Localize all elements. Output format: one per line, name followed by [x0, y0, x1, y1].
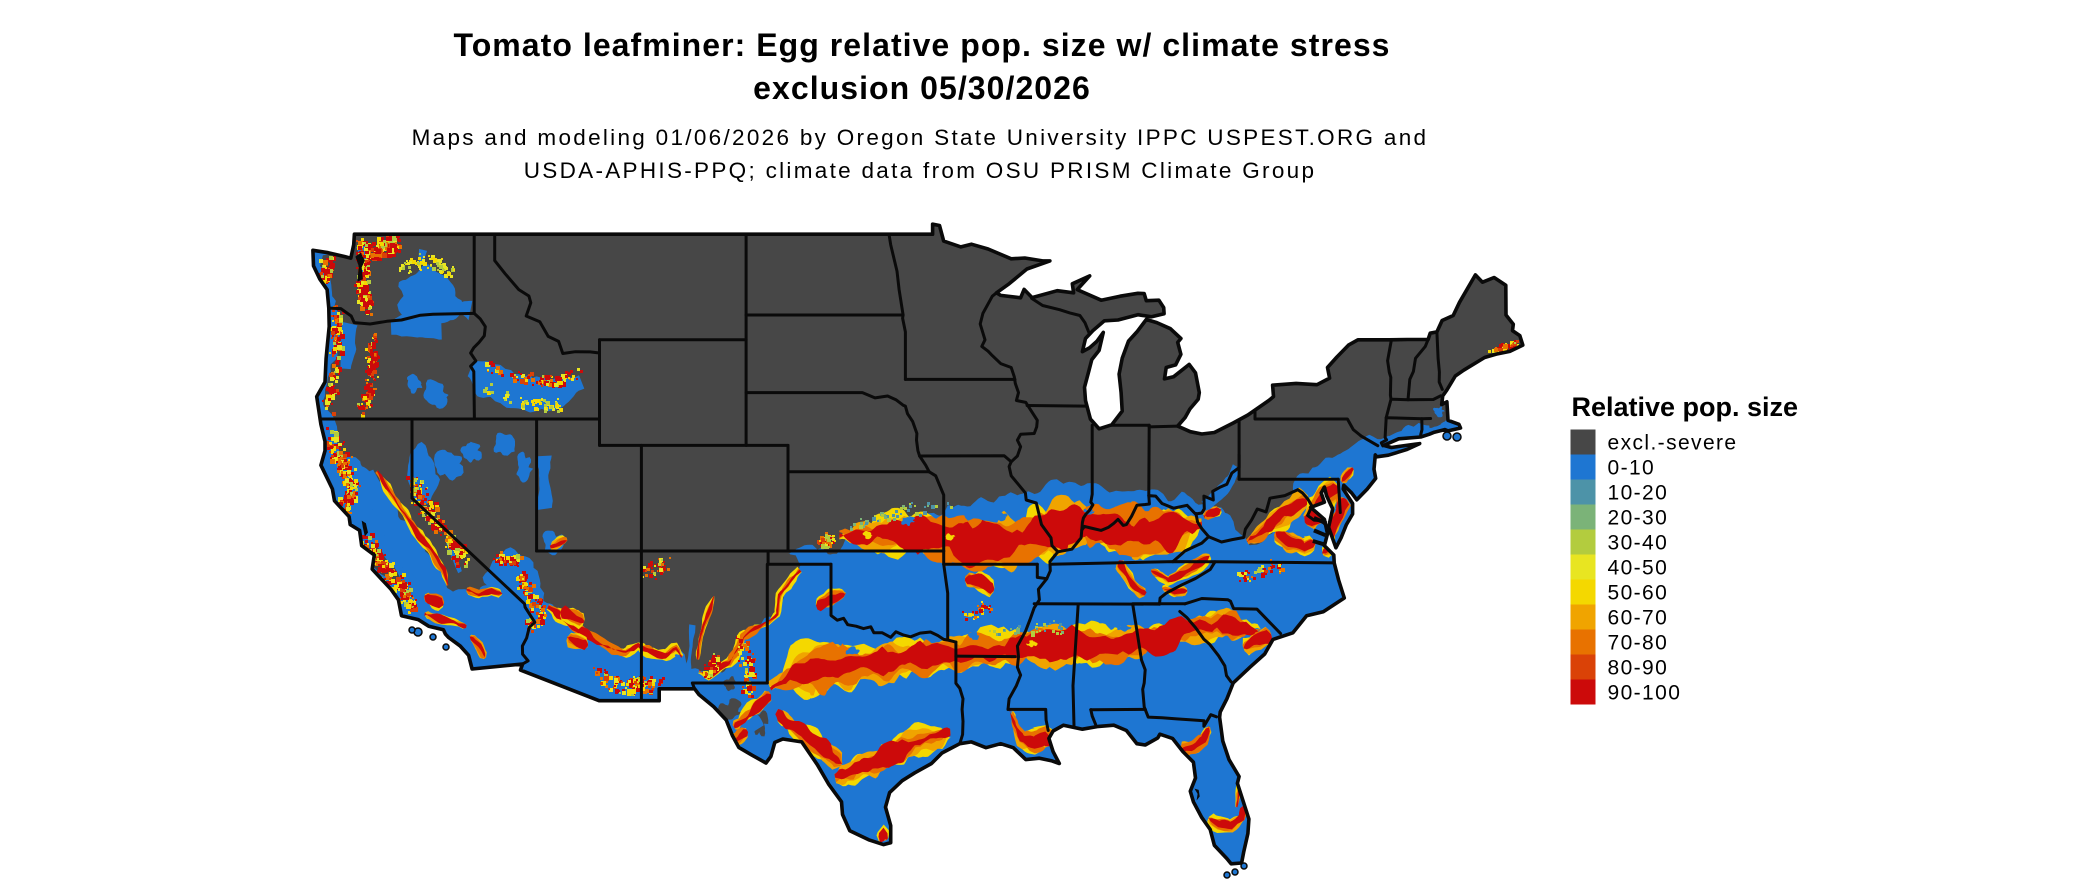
svg-text:10-20: 10-20 [1608, 482, 1669, 505]
svg-text:70-80: 70-80 [1608, 632, 1669, 655]
svg-text:Tomato leafminer: Egg relative: Tomato leafminer: Egg relative pop. size… [453, 27, 1390, 63]
svg-text:80-90: 80-90 [1608, 657, 1669, 680]
svg-text:30-40: 30-40 [1608, 532, 1669, 555]
svg-text:excl.-severe: excl.-severe [1608, 432, 1738, 455]
svg-text:60-70: 60-70 [1608, 607, 1669, 630]
svg-text:40-50: 40-50 [1608, 557, 1669, 580]
svg-text:20-30: 20-30 [1608, 507, 1669, 530]
svg-text:Relative pop. size: Relative pop. size [1572, 392, 1799, 422]
svg-text:0-10: 0-10 [1608, 457, 1656, 480]
svg-text:50-60: 50-60 [1608, 582, 1669, 605]
svg-text:USDA-APHIS-PPQ; climate data f: USDA-APHIS-PPQ; climate data from OSU PR… [524, 158, 1317, 183]
svg-text:90-100: 90-100 [1608, 682, 1682, 705]
svg-text:Maps and modeling 01/06/2026 b: Maps and modeling 01/06/2026 by Oregon S… [412, 125, 1429, 150]
svg-text:exclusion 05/30/2026: exclusion 05/30/2026 [753, 70, 1091, 106]
